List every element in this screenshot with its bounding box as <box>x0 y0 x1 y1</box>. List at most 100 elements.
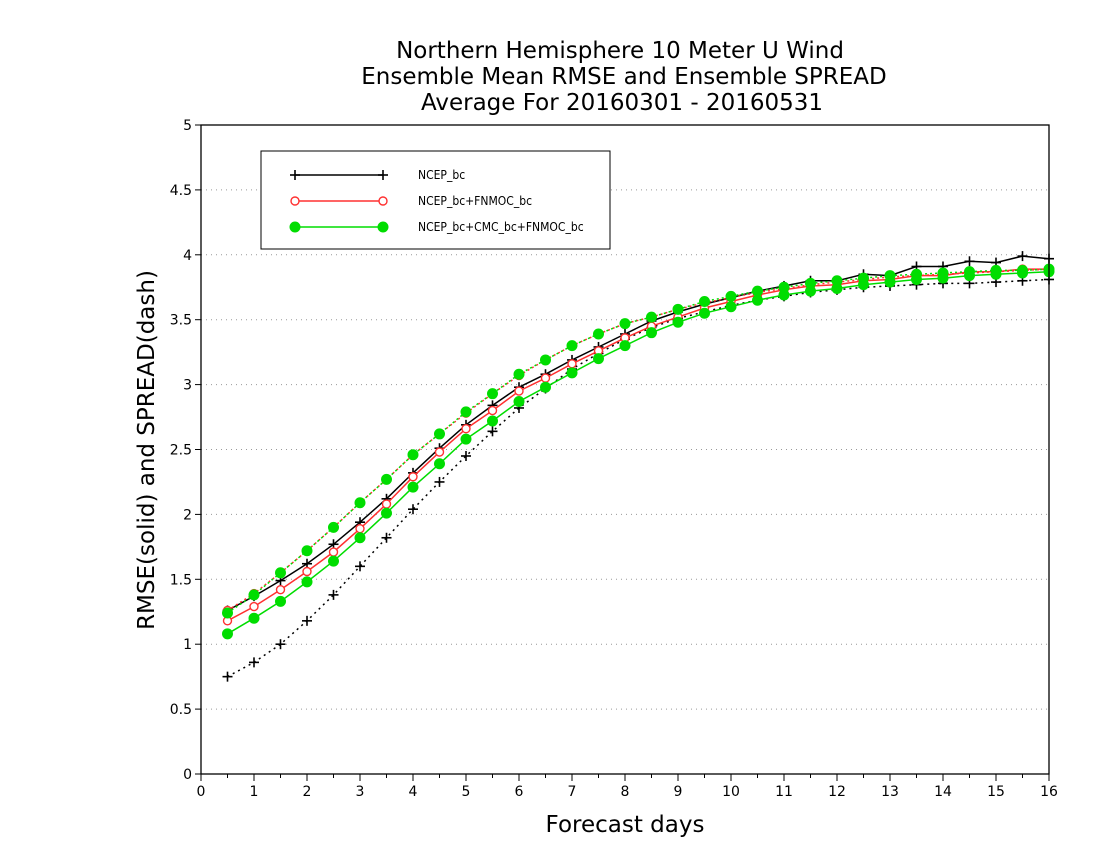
series-3-rmse-point <box>540 381 551 393</box>
y-tick-label: 2.5 <box>170 443 192 459</box>
legend-marker-2 <box>290 196 300 206</box>
y-tick-label: 0 <box>183 767 192 783</box>
legend-box <box>260 150 611 250</box>
series-3-rmse-point <box>884 276 896 288</box>
x-tick-label: 11 <box>775 784 793 800</box>
series-3-rmse-point <box>566 367 578 379</box>
series-3-rmse-point <box>911 273 922 285</box>
legend-marker-1 <box>378 170 388 180</box>
x-tick-label: 14 <box>934 784 952 800</box>
series-3-spread-point <box>354 497 366 509</box>
series-3-rmse-point <box>699 307 710 319</box>
series-3-rmse-point <box>990 268 1002 280</box>
chart-title: Northern Hemisphere 10 Meter U Wind Ense… <box>361 38 886 116</box>
series-1-spread-point <box>275 639 286 650</box>
series-3-rmse-point <box>725 301 737 313</box>
x-tick-label: 0 <box>197 784 206 800</box>
series-2-rmse-point <box>487 405 498 416</box>
series-3-spread-point <box>301 545 313 557</box>
series-3-rmse-point <box>858 279 869 291</box>
series-3-spread-point <box>381 473 392 485</box>
x-tick-label: 15 <box>987 784 1005 800</box>
series-3-rmse-point <box>275 595 286 607</box>
series-1-spread-point <box>355 561 365 572</box>
plot-series <box>222 251 1055 682</box>
series-3-spread-point <box>566 340 578 352</box>
series-3-rmse-point <box>513 395 525 407</box>
y-tick-label: 4.5 <box>170 183 192 199</box>
series-2-rmse-point <box>381 499 392 509</box>
series-1-spread-point <box>249 657 259 668</box>
series-2 <box>222 264 1054 626</box>
series-3-spread-point <box>513 368 525 380</box>
series-3-rmse-point <box>619 340 631 352</box>
series-3-rmse-point <box>778 289 790 301</box>
y-tick-label: 4 <box>183 248 192 264</box>
series-3-rmse-point <box>593 353 604 365</box>
y-tick-label: 3.5 <box>170 313 192 329</box>
x-tick-label: 6 <box>515 784 524 800</box>
series-3-spread-point <box>593 328 604 340</box>
title-line-1: Northern Hemisphere 10 Meter U Wind <box>396 38 844 64</box>
y-tick-label: 3 <box>183 378 192 394</box>
series-3-spread-point <box>725 290 737 302</box>
series-3-spread-point <box>619 318 631 330</box>
y-tick-label: 5 <box>183 118 192 134</box>
series-2-rmse-point <box>567 359 577 369</box>
series-1-rmse-line <box>227 255 1050 612</box>
series-2-rmse-point <box>514 386 524 396</box>
series-3-rmse-point <box>222 628 233 640</box>
series-3-rmse-point <box>831 283 843 295</box>
series-1-spread-line <box>227 278 1050 678</box>
x-tick-label: 4 <box>409 784 418 800</box>
x-tick-label: 13 <box>881 784 899 800</box>
legend-label-3: NCEP_bc+CMC_bc+FNMOC_bc <box>418 220 584 234</box>
series-3-spread-point <box>540 354 551 366</box>
x-tick-label: 9 <box>674 784 683 800</box>
series-3-spread-point <box>275 567 286 579</box>
series-3-spread-point <box>328 521 339 533</box>
y-tick-label: 0.5 <box>170 702 192 718</box>
series-1-spread-point <box>302 615 312 626</box>
series-3-spread-point <box>699 296 710 308</box>
x-axis-label: Forecast days <box>546 812 705 838</box>
series-3-rmse-point <box>248 612 260 624</box>
series-3-rmse-point <box>328 555 339 567</box>
series-3-rmse-line <box>227 270 1050 635</box>
x-tick-label: 12 <box>828 784 846 800</box>
series-2-spread-line <box>227 268 1050 612</box>
series-1-spread-point <box>487 426 498 437</box>
title-line-2: Ensemble Mean RMSE and Ensemble SPREAD <box>361 64 886 90</box>
series-3-rmse-point <box>752 294 763 306</box>
series-2-rmse-point <box>434 447 445 457</box>
series-3-rmse-point <box>1017 267 1028 279</box>
series-3-spread-point <box>752 285 763 297</box>
series-3-rmse-point <box>487 415 498 427</box>
legend-label-2: NCEP_bc+FNMOC_bc <box>418 194 532 208</box>
title-line-3: Average For 20160301 - 20160531 <box>421 90 823 116</box>
y-tick-label: 1 <box>183 637 192 653</box>
legend-marker-3 <box>377 221 389 233</box>
series-3-rmse-point <box>937 272 949 284</box>
series-2-rmse-line <box>227 268 1049 622</box>
series-2-rmse-point <box>302 566 312 577</box>
series-2-rmse-point <box>408 472 418 482</box>
series-3-spread-point <box>222 607 233 619</box>
y-axis-ticks: 0 0.5 1 1.5 2 2.5 3 3.5 4 4.5 5 <box>170 118 201 783</box>
series-2-rmse-point <box>461 424 471 434</box>
series-3-rmse-point <box>354 532 366 544</box>
legend-marker-2 <box>378 196 388 206</box>
series-3-spread-point <box>434 428 445 440</box>
x-tick-label: 16 <box>1040 784 1058 800</box>
series-3 <box>222 263 1055 640</box>
series-3-rmse-point <box>407 481 419 493</box>
x-tick-label: 1 <box>250 784 259 800</box>
x-tick-label: 10 <box>722 784 740 800</box>
legend-label-1: NCEP_bc <box>418 168 465 182</box>
series-3-rmse-point <box>301 576 313 588</box>
y-tick-label: 2 <box>183 507 192 523</box>
series-1-spread-point <box>408 504 418 515</box>
y-tick-label: 1.5 <box>170 572 192 588</box>
series-3-spread-point <box>487 388 498 400</box>
